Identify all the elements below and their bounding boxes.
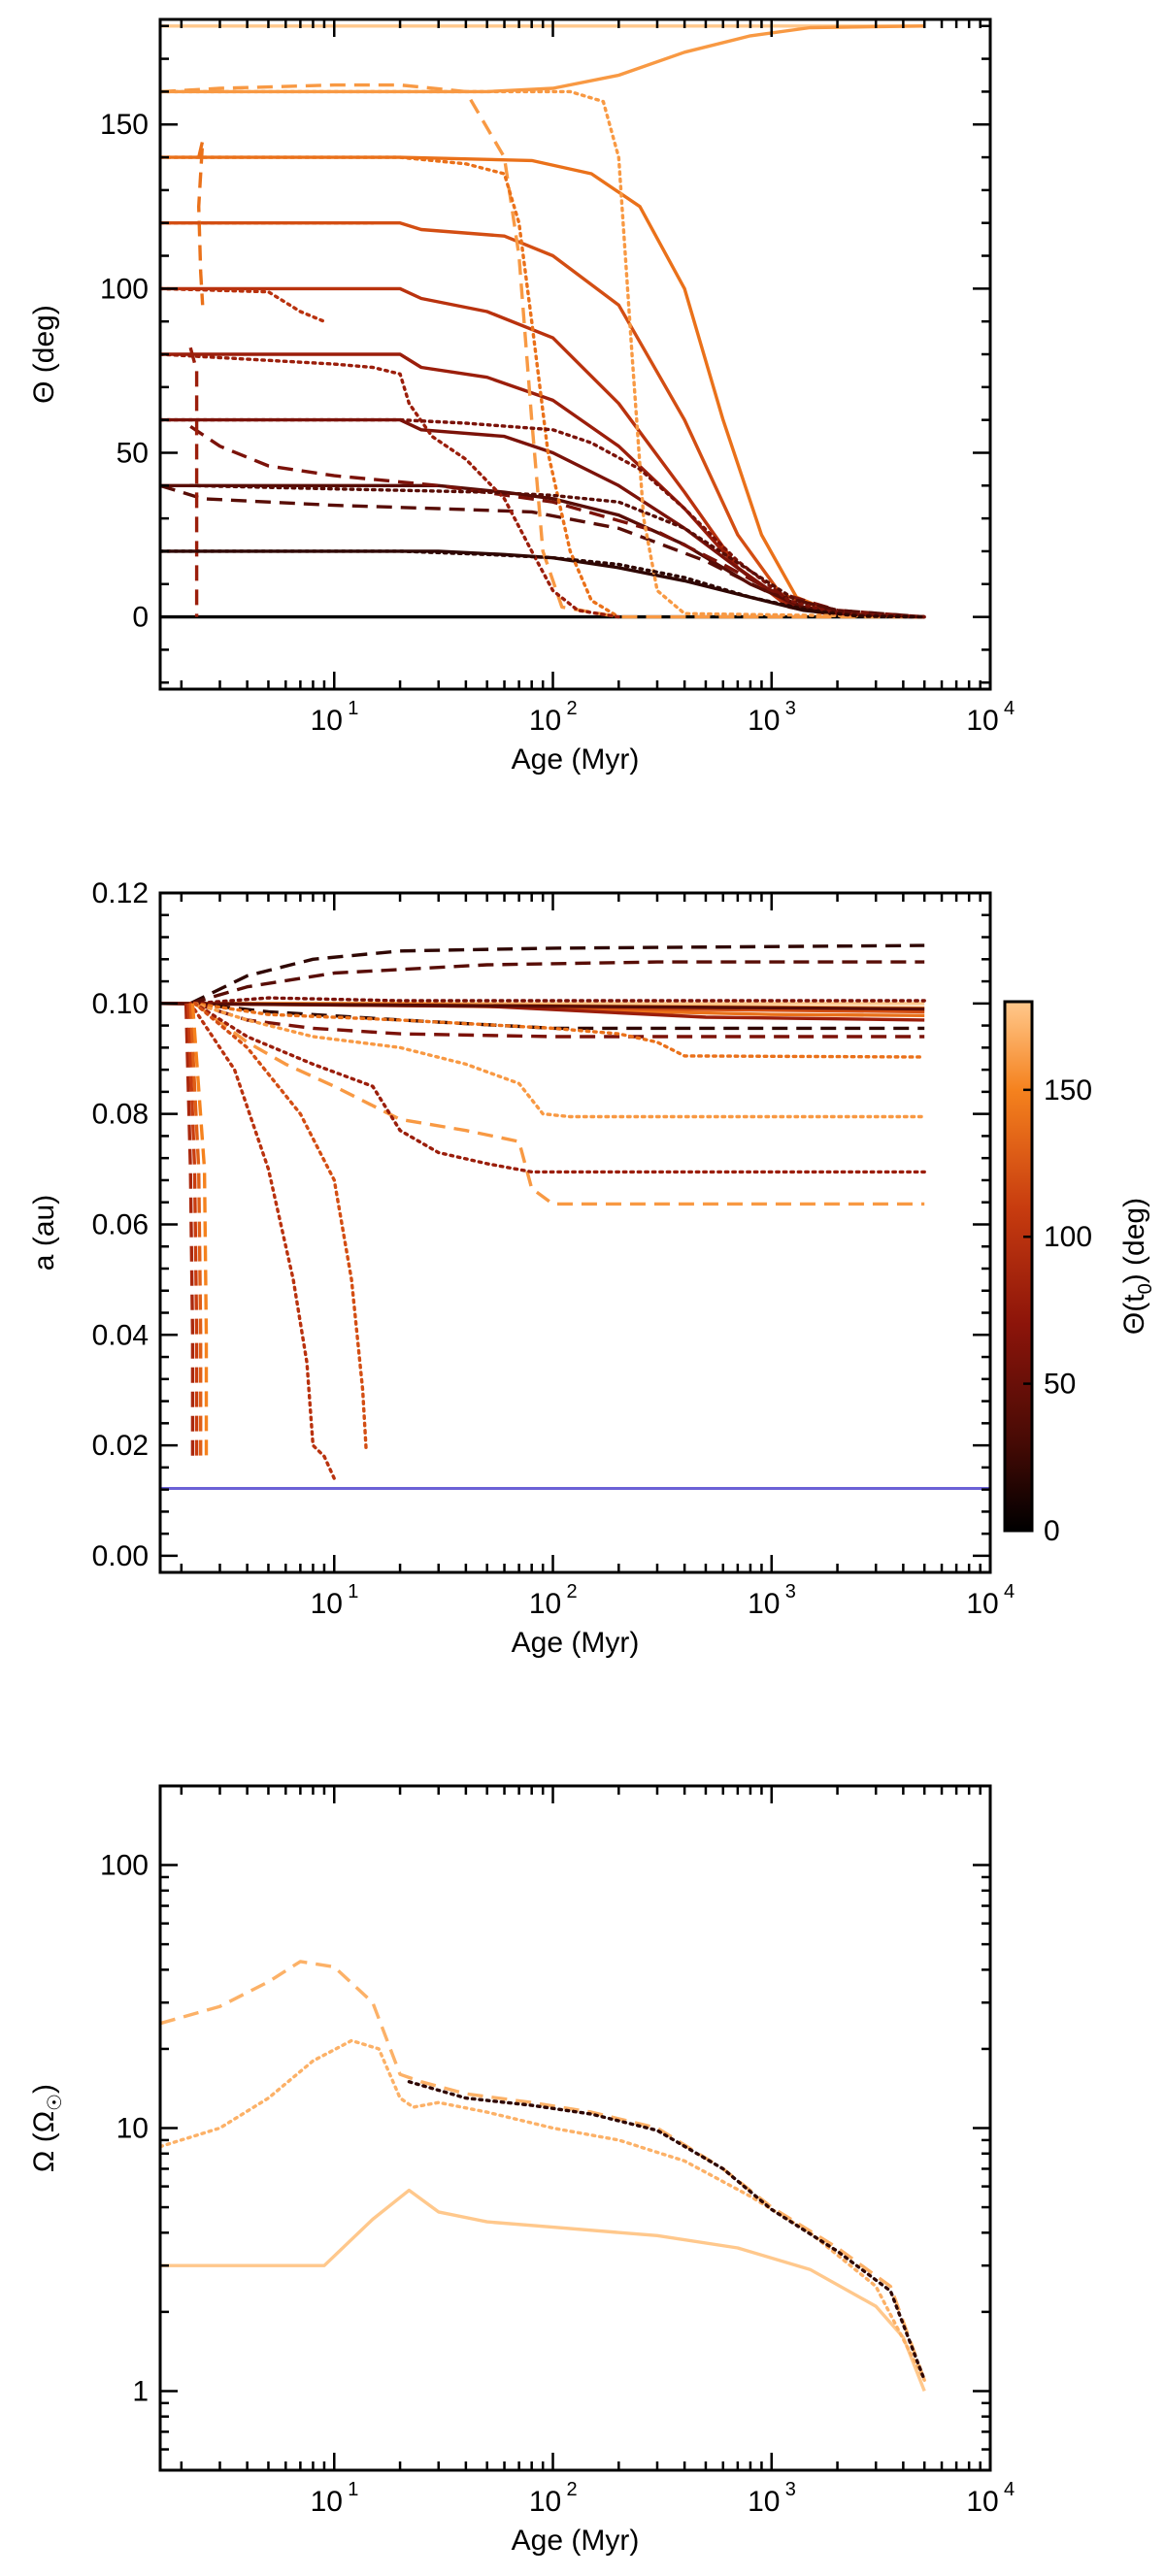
x-tick-label: 10: [966, 705, 998, 737]
series-line-11: [192, 996, 926, 1006]
colorbar-gradient: [1003, 1000, 1034, 1533]
x-tick-label: 10: [311, 1588, 343, 1620]
series-group: [160, 943, 926, 1480]
series-line-1: [160, 24, 925, 94]
x-axis-label: Age (Myr): [512, 2525, 640, 2557]
x-axis-label: Age (Myr): [512, 1627, 640, 1659]
series-line-22: [160, 549, 926, 619]
series-line-7: [189, 960, 925, 1006]
series-line-21: [188, 483, 926, 619]
tick-marks: [160, 19, 992, 689]
series-line-2: [160, 1960, 926, 2381]
y-tick-label: 0.12: [92, 877, 149, 909]
series-line-2: [160, 155, 925, 619]
series-line-11: [197, 139, 205, 306]
series-line-4: [160, 286, 925, 619]
series-line-13: [192, 1002, 926, 1119]
series-line-20: [160, 417, 926, 619]
series-line-18: [186, 1003, 199, 1457]
x-tick-label: 10: [529, 2486, 561, 2518]
y-tick-label: 0.08: [92, 1099, 149, 1131]
y-tick-label: 0.06: [92, 1208, 149, 1240]
x-tick-label: 10: [966, 2486, 998, 2518]
y-tick-label: 1: [132, 2375, 149, 2407]
x-tick-exponent: 2: [567, 1581, 578, 1602]
x-tick-label: 10: [311, 705, 343, 737]
y-tick-label: 100: [100, 1850, 149, 1882]
y-tick-label: 10: [116, 2113, 149, 2145]
tick-marks: [160, 1784, 992, 2472]
x-tick-exponent: 3: [785, 698, 796, 719]
x-tick-label: 10: [529, 1588, 561, 1620]
y-tick-label: 0: [132, 602, 149, 634]
series-line-10: [160, 83, 925, 619]
series-line-19: [160, 352, 620, 619]
colorbar: 0 50 100 150 Θ(t0) (deg): [1003, 1000, 1156, 1547]
series-line-18: [160, 286, 326, 323]
series-group: [160, 24, 926, 619]
colorbar-tick-label: 150: [1044, 1074, 1092, 1106]
x-tick-exponent: 4: [1004, 2479, 1015, 2500]
y-tick-label: 150: [100, 109, 149, 141]
x-tick-exponent: 2: [567, 698, 578, 719]
series-line-5: [160, 1002, 925, 1011]
x-tick-exponent: 1: [348, 1581, 358, 1602]
series-line-17: [183, 1003, 195, 1457]
y-tick-label: 0.02: [92, 1430, 149, 1462]
x-tick-label: 10: [748, 2486, 780, 2518]
series-line-16: [160, 155, 620, 619]
series-line-12: [192, 1002, 926, 1059]
series-line-6: [189, 943, 925, 1006]
series-line-6: [160, 417, 925, 619]
colorbar-tick-label: 50: [1044, 1369, 1076, 1401]
series-line-19: [188, 1003, 203, 1457]
series-line-0: [160, 2188, 926, 2393]
tick-marks: [160, 891, 992, 1572]
x-tick-exponent: 3: [785, 2479, 796, 2500]
plot-frame: [158, 891, 992, 1574]
x-axis-label: Age (Myr): [512, 743, 640, 776]
y-tick-label: 100: [100, 273, 149, 305]
x-tick-label: 10: [748, 1588, 780, 1620]
semimajor-axis-panel: 10 1 10 2 10 3 10 40.000.020.040.060.080.100.12…: [28, 877, 1015, 1659]
colorbar-tick-label: 0: [1044, 1515, 1060, 1547]
x-tick-exponent: 1: [348, 698, 358, 719]
series-line-9: [193, 1002, 925, 1039]
plot-frame: [158, 1784, 992, 2472]
series-line-15: [188, 1002, 336, 1480]
x-tick-label: 10: [748, 705, 780, 737]
x-tick-exponent: 2: [567, 2479, 578, 2500]
x-tick-exponent: 3: [785, 1581, 796, 1602]
series-line-14: [192, 1002, 926, 1174]
x-tick-label: 10: [311, 2486, 343, 2518]
y-axis-label: Θ (deg): [28, 305, 60, 404]
series-line-14: [188, 347, 199, 617]
x-tick-exponent: 4: [1004, 1581, 1015, 1602]
x-tick-exponent: 4: [1004, 698, 1015, 719]
series-group: [160, 1960, 926, 2393]
series-line-15: [160, 89, 926, 619]
colorbar-tick-label: 100: [1044, 1221, 1092, 1253]
series-line-8: [190, 1002, 925, 1031]
y-tick-label: 0.04: [92, 1319, 149, 1351]
y-tick-label: 0.10: [92, 988, 149, 1020]
x-tick-label: 10: [966, 1588, 998, 1620]
series-line-10: [193, 1002, 925, 1206]
series-line-1: [160, 2038, 926, 2382]
y-tick-label: 50: [116, 437, 149, 469]
y-axis-label: a (au): [28, 1195, 60, 1271]
series-line-20: [190, 1003, 209, 1457]
series-line-16: [192, 1002, 368, 1453]
colorbar-label: Θ(t0) (deg): [1118, 1198, 1156, 1335]
y-tick-label: 0.00: [92, 1540, 149, 1572]
y-axis-label: Ω (Ω☉): [28, 2084, 66, 2172]
x-tick-exponent: 1: [348, 2479, 358, 2500]
series-line-3: [407, 2080, 926, 2382]
x-tick-label: 10: [529, 705, 561, 737]
